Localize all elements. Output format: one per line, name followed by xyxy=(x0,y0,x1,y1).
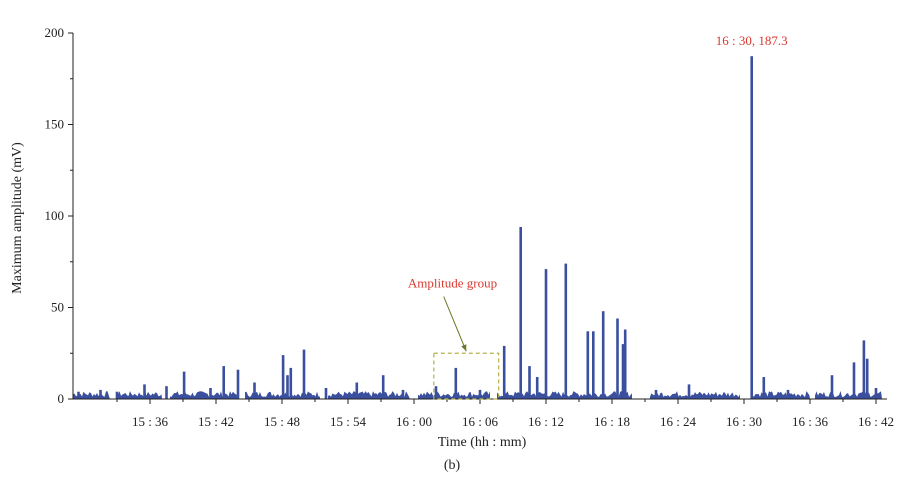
amplitude-spike-16 xyxy=(381,375,385,399)
amplitude-spike-24 xyxy=(535,377,539,399)
amplitude-spike-0 xyxy=(77,391,80,399)
x-tick-label: 15 : 36 xyxy=(132,414,169,429)
amplitude-group-arrowhead xyxy=(461,344,467,352)
peak-annotation: 16 : 30, 187.3 xyxy=(716,33,788,48)
amplitude-spike-22 xyxy=(519,227,522,399)
amplitude-spike-1 xyxy=(99,389,102,399)
amplitude-spike-8 xyxy=(236,369,240,399)
amplitude-spike-17 xyxy=(401,389,405,399)
figure-caption: (b) xyxy=(444,458,461,473)
amplitude-spike-12 xyxy=(289,367,293,399)
y-tick-label: 150 xyxy=(45,117,65,132)
noise-band-7 xyxy=(650,391,740,399)
amplitude-spike-30 xyxy=(616,318,619,399)
amplitude-spike-37 xyxy=(786,389,790,399)
noise-band-3 xyxy=(245,391,320,399)
y-tick-label: 200 xyxy=(45,25,65,40)
x-tick-label: 16 : 24 xyxy=(660,414,697,429)
amplitude-spike-28 xyxy=(592,331,595,399)
noise-band-4 xyxy=(328,391,410,399)
amplitude-spike-35 xyxy=(750,56,753,399)
amplitude-spike-10 xyxy=(281,355,285,399)
amplitude-spike-6 xyxy=(209,388,212,399)
bars-layer xyxy=(73,56,882,399)
x-tick-label: 16 : 12 xyxy=(528,414,564,429)
amplitude-spike-18 xyxy=(434,386,438,399)
amplitude-spike-41 xyxy=(865,358,869,399)
amplitude-spike-21 xyxy=(502,345,506,399)
amplitude-spike-39 xyxy=(852,362,856,399)
x-tick-label: 16 : 06 xyxy=(462,414,499,429)
y-tick-label: 50 xyxy=(51,300,64,315)
x-tick-label: 15 : 42 xyxy=(198,414,234,429)
amplitude-spike-31 xyxy=(621,344,625,399)
amplitude-spike-34 xyxy=(687,384,691,399)
y-axis-title: Maximum amplitude (mV) xyxy=(10,142,25,294)
x-tick-label: 16 : 00 xyxy=(396,414,432,429)
amplitude-spike-33 xyxy=(654,389,658,399)
amplitude-spike-23 xyxy=(528,366,531,399)
amplitude-spike-20 xyxy=(478,389,482,399)
noise-band-1 xyxy=(118,391,162,399)
amplitude-spike-25 xyxy=(544,269,548,399)
noise-band-9 xyxy=(815,391,882,399)
amplitude-spike-5 xyxy=(182,371,186,399)
amplitude-spike-29 xyxy=(601,311,605,399)
amplitude-spike-42 xyxy=(874,388,878,399)
amplitude-spike-14 xyxy=(324,388,328,399)
amplitude-spike-32 xyxy=(623,329,627,399)
amplitude-spike-7 xyxy=(222,366,225,399)
amplitude-spike-4 xyxy=(165,386,168,399)
y-tick-label: 100 xyxy=(45,208,65,223)
noise-band-8 xyxy=(751,391,810,399)
amplitude-spike-26 xyxy=(564,263,568,399)
x-tick-label: 15 : 54 xyxy=(330,414,367,429)
amplitude-group-arrow xyxy=(443,296,467,352)
x-tick-label: 16 : 42 xyxy=(858,414,894,429)
amplitude-spike-40 xyxy=(862,340,866,399)
amplitude-spike-9 xyxy=(253,382,256,399)
amplitude-group-label: Amplitude group xyxy=(408,275,497,290)
amplitude-spike-2 xyxy=(115,391,119,399)
x-tick-label: 16 : 36 xyxy=(792,414,829,429)
x-tick-label: 16 : 30 xyxy=(726,414,762,429)
x-tick-label: 15 : 48 xyxy=(264,414,300,429)
amplitude-spike-13 xyxy=(302,349,306,399)
annotations-layer: 16 : 30, 187.3 Amplitude group xyxy=(408,33,788,400)
amplitude-spike-38 xyxy=(830,375,834,399)
amplitude-group-box xyxy=(433,352,500,400)
axes-layer: 0 50 100 150 200 15 : 36 15 : 42 15 : 48 15 : 54… xyxy=(45,25,895,429)
amplitude-spike-36 xyxy=(762,377,766,399)
x-axis-title: Time (hh : mm) xyxy=(438,435,527,450)
amplitude-spike-27 xyxy=(586,331,590,399)
x-tick-label: 16 : 18 xyxy=(594,414,630,429)
amplitude-spike-15 xyxy=(355,382,359,399)
y-tick-label: 0 xyxy=(58,391,65,406)
amplitude-spike-11 xyxy=(286,375,289,399)
amplitude-spike-19 xyxy=(454,367,458,399)
noise-band-2 xyxy=(170,391,238,399)
amplitude-spike-3 xyxy=(143,384,146,399)
